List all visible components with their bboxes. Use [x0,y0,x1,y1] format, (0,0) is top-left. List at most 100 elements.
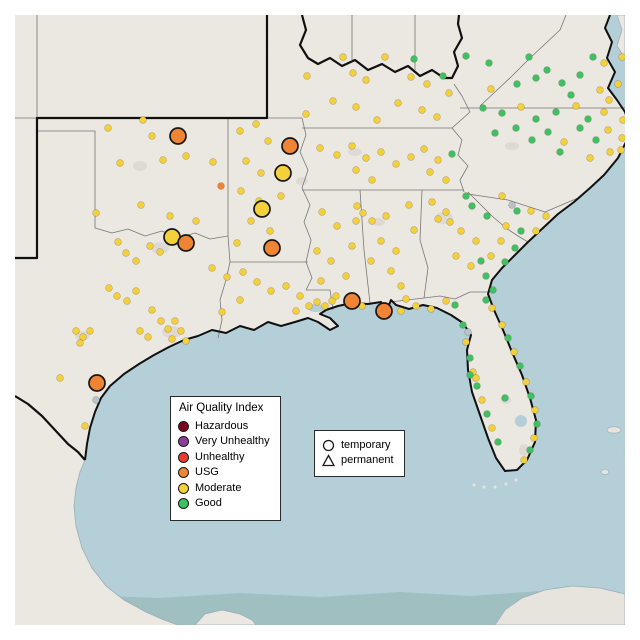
station-dot [466,354,474,362]
temporary-event-dot [88,374,106,392]
station-dot [368,217,376,225]
station-dot [394,99,402,107]
station-dot [482,272,490,280]
station-dot [316,144,324,152]
station-dot [352,217,360,225]
station-dot [148,306,156,314]
station-dot [528,136,536,144]
station-dot [477,257,485,265]
unhealthy-swatch-icon [178,451,189,463]
aqi-item-label: Very Unhealthy [195,435,270,447]
station-dot [79,333,87,341]
station-dot [132,287,140,295]
station-dot [362,154,370,162]
station-dot [462,338,470,346]
station-dot [472,374,480,382]
good-swatch-icon [178,498,189,509]
station-dot [531,406,539,414]
station-dot [498,192,506,200]
temporary-event-dot [253,200,271,218]
station-dot [584,115,592,123]
station-dot [318,208,326,216]
station-dot [532,227,540,235]
lake-okeechobee [515,415,527,427]
station-dot [508,201,516,209]
temporary-event-dot [263,239,281,257]
station-dot [182,152,190,160]
station-dot [313,298,321,306]
station-dot [532,74,540,82]
station-dot [327,257,335,265]
deep-water-band [15,591,625,625]
aqi-item-moderate: Moderate [178,482,270,494]
station-dot [328,297,336,305]
station-dot [472,237,480,245]
station-dot [168,335,176,343]
very-unhealthy-swatch-icon [178,436,189,447]
station-dot [76,339,84,347]
station-dot [382,212,390,220]
station-dot [362,76,370,84]
station-dot [333,151,341,159]
temporary-event-dot [274,164,292,182]
station-dot [266,227,274,235]
station-dot [442,208,450,216]
temporary-event-dot [343,292,361,310]
station-dot [264,137,272,145]
station-dot [412,302,420,310]
station-dot [410,226,418,234]
station-dot [405,201,413,209]
station-dot [525,53,533,61]
station-dot [467,262,475,270]
station-dot [252,120,260,128]
station-dot [479,104,487,112]
station-dot [171,317,179,325]
station-dot [313,247,321,255]
station-dot [192,217,200,225]
station-dot [236,296,244,304]
station-dot [501,394,509,402]
station-dot [510,348,518,356]
station-dot [532,115,540,123]
station-dot [617,146,625,154]
station-dot [387,267,395,275]
cuba-island [494,585,625,625]
station-dot [434,215,442,223]
station-dot [223,273,231,281]
station-dot [105,284,113,292]
station-dot [253,278,261,286]
station-dots [56,52,625,464]
station-dot [218,308,226,316]
station-dot [489,286,497,294]
station-dot [352,166,360,174]
station-dot [267,287,275,295]
station-dot [123,297,131,305]
aqi-item-label: Unhealthy [195,450,245,463]
station-dot [407,73,415,81]
station-dot [552,108,560,116]
station-dot [292,307,300,315]
region-outline [15,15,464,461]
station-dot [247,217,255,225]
station-dot [116,159,124,167]
station-dot [560,138,568,146]
station-dot [542,212,550,220]
station-dot [462,192,470,200]
station-dot [377,237,385,245]
marker-item-label: temporary [341,438,391,451]
station-dot [498,109,506,117]
station-dot [159,156,167,164]
temporary-event-dot [281,137,299,155]
station-dot [132,257,140,265]
station-dot [487,252,495,260]
station-dot [92,209,100,217]
station-dot [517,227,525,235]
station-dot [156,248,164,256]
aqi-item-unhealthy: Unhealthy [178,450,270,463]
station-dot [348,242,356,250]
station-dot [296,292,304,300]
station-dot [282,282,290,290]
station-dot [522,378,530,386]
station-dot [533,420,541,428]
station-dot [543,66,551,74]
